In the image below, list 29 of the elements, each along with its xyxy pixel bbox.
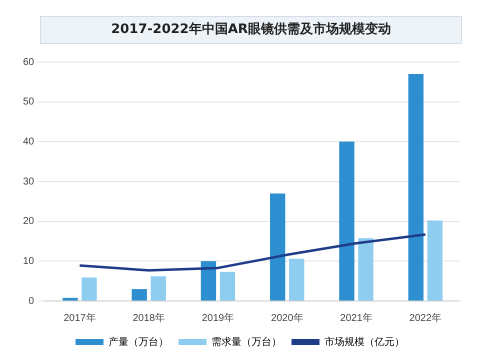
y-tick-label: 0: [28, 296, 35, 307]
y-tick-label: 50: [23, 96, 35, 108]
legend-label: 需求量（万台）: [212, 336, 282, 348]
y-tick-label: 10: [23, 256, 35, 267]
bar: [62, 298, 78, 300]
x-tick-label: 2018年: [132, 312, 165, 324]
bar: [200, 261, 216, 300]
bar: [339, 142, 354, 300]
y-tick-label: 20: [23, 216, 35, 228]
bar: [82, 278, 97, 300]
legend-label: 产量（万台）: [108, 336, 168, 348]
bar: [132, 289, 147, 300]
y-tick-label: 40: [23, 136, 35, 148]
bar: [150, 276, 166, 300]
bar: [220, 272, 236, 300]
bar: [289, 258, 304, 300]
bar: [358, 238, 374, 300]
legend-label: 市场规模（亿元）: [324, 336, 404, 348]
chart-title: 2017-2022年中国AR眼镜供需及市场规模变动: [40, 16, 462, 44]
x-tick-label: 2017年: [64, 312, 96, 324]
y-tick-label: 60: [23, 56, 35, 68]
bar: [408, 74, 424, 300]
x-tick-label: 2022年: [409, 312, 442, 324]
x-tick-label: 2020年: [271, 312, 304, 324]
bar: [270, 193, 286, 300]
x-tick-label: 2021年: [340, 312, 372, 324]
bar: [427, 220, 443, 300]
x-tick-label: 2019年: [202, 312, 234, 324]
y-tick-label: 30: [23, 176, 35, 188]
